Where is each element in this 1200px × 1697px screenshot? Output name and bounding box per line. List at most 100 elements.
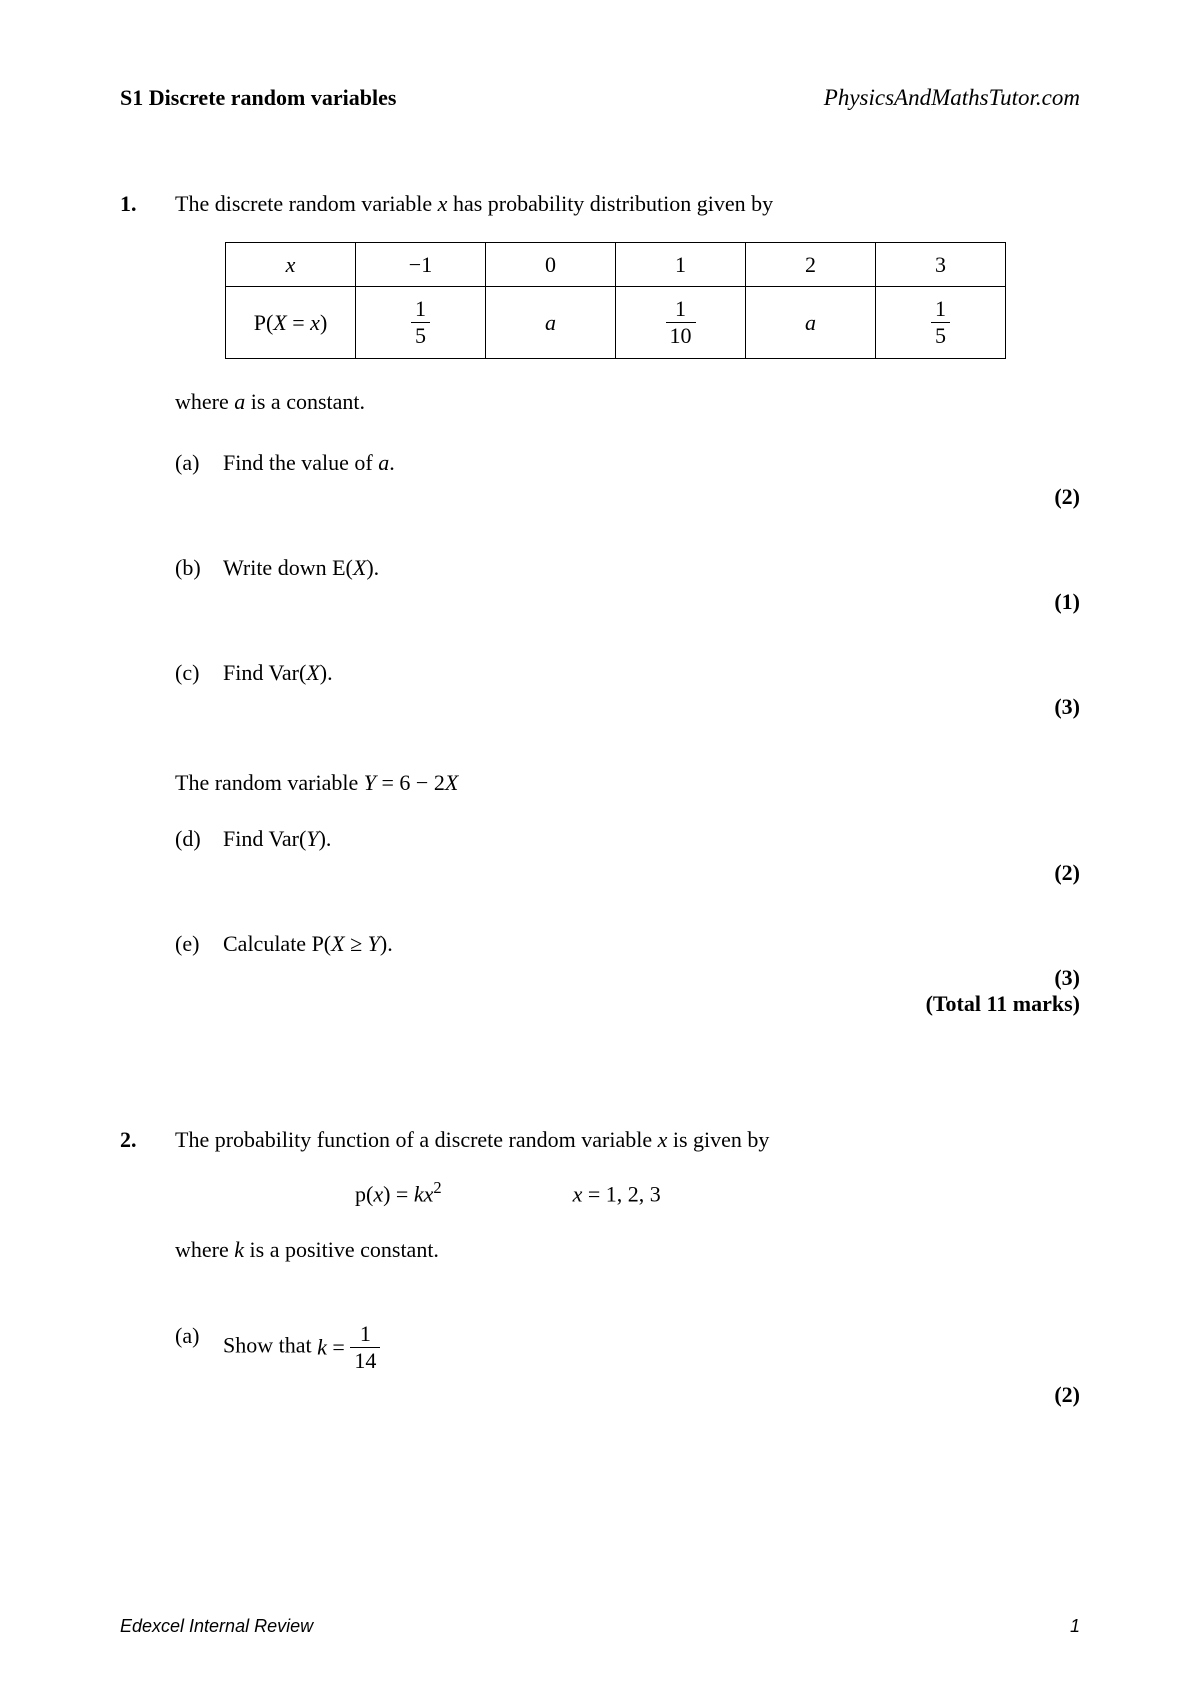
t: ). [319,826,332,851]
part-label: (a) [175,450,223,476]
t: X [306,660,319,685]
t: Calculate P( [223,931,331,956]
part-text: Find Var(X). [223,660,1080,686]
header-left: S1 Discrete random variables [120,85,396,111]
lbl: X [273,310,286,335]
footer-left: Edexcel Internal Review [120,1616,313,1637]
q1-part-b: (b) Write down E(X). [175,555,1080,581]
part-text: Show that k = 114 [223,1323,1080,1372]
page-header: S1 Discrete random variables PhysicsAndM… [120,85,1080,111]
q1-part-e: (e) Calculate P(X ≥ Y). [175,931,1080,957]
frac-den: 10 [666,323,696,347]
q1-part-d: (d) Find Var(Y). [175,826,1080,852]
q1-intro-post: has probability distribution given by [447,191,773,216]
t: Y [368,931,380,956]
t: where [175,1237,234,1262]
q2-part-a: (a) Show that k = 114 [175,1323,1080,1372]
table-cell: 15 [876,287,1006,359]
table-cell: 1 [616,243,746,287]
t: 2 [433,1178,441,1197]
table-cell: x [226,243,356,287]
t: ≥ [345,931,368,956]
t: = [327,1335,350,1360]
part-label: (d) [175,826,223,852]
frac-den: 5 [411,323,430,347]
spacer [120,1037,1080,1127]
t: k [317,1335,327,1360]
t: x [373,1181,383,1206]
part-text: Write down E(X). [223,555,1080,581]
table-cell: 3 [876,243,1006,287]
q2-body: The probability function of a discrete r… [175,1127,1080,1453]
q1b-marks: (1) [175,589,1080,615]
t: Write down E( [223,555,353,580]
q1-total: (Total 11 marks) [175,991,1080,1017]
cell-label: x [286,252,296,277]
fraction: 15 [931,298,950,347]
q1-intro-pre: The discrete random variable [175,191,438,216]
part-label: (c) [175,660,223,686]
lbl: ) [320,310,327,335]
t: ). [320,660,333,685]
q2-number: 2. [120,1127,175,1453]
t: Find Var( [223,660,306,685]
t: k [414,1181,424,1206]
q1c-marks: (3) [175,694,1080,720]
t: x [424,1181,434,1206]
table-cell: 15 [356,287,486,359]
q1d-marks: (2) [175,860,1080,886]
part-label: (a) [175,1323,223,1372]
q1-number: 1. [120,191,175,1017]
cell-val: a [805,310,816,335]
part-label: (b) [175,555,223,581]
note-post: is a constant. [245,389,365,414]
t: ). [380,931,393,956]
q1-subnote: The random variable Y = 6 − 2X [175,770,1080,796]
q2-intro: The probability function of a discrete r… [175,1127,1080,1153]
t: Find the value of [223,450,378,475]
lbl: = [287,310,310,335]
fraction: 110 [666,298,696,347]
frac-num: 1 [931,298,950,323]
table-cell: a [746,287,876,359]
q1-body: The discrete random variable x has proba… [175,191,1080,1017]
fraction: 15 [411,298,430,347]
t: The random variable [175,770,364,795]
q1-part-a: (a) Find the value of a. [175,450,1080,476]
t: Y [306,826,318,851]
q1-note: where a is a constant. [175,389,1080,415]
t: . [389,450,395,475]
distribution-table: x −1 0 1 2 3 P(X = x) 15 a 110 a [225,242,1006,359]
t: is a positive constant. [244,1237,439,1262]
frac-num: 1 [411,298,430,323]
lbl: x [310,310,320,335]
table-cell: 110 [616,287,746,359]
question-2: 2. The probability function of a discret… [120,1127,1080,1453]
q2-note: where k is a positive constant. [175,1237,1080,1263]
t: X [353,555,366,580]
t: X [331,931,344,956]
t: Show that [223,1333,317,1358]
t: = 6 − 2 [376,770,445,795]
cell-val: a [545,310,556,335]
fraction: 114 [350,1323,380,1372]
header-right: PhysicsAndMathsTutor.com [824,85,1080,111]
table-cell: P(X = x) [226,287,356,359]
table-row: P(X = x) 15 a 110 a 15 [226,287,1006,359]
table-cell: 0 [486,243,616,287]
frac-num: 1 [350,1323,380,1348]
t: a [378,450,389,475]
lbl: P( [254,310,274,335]
t: X [445,770,458,795]
note-var: a [234,389,245,414]
question-1: 1. The discrete random variable x has pr… [120,191,1080,1017]
q1-intro: The discrete random variable x has proba… [175,191,1080,217]
t: k [234,1237,244,1262]
frac-num: 1 [666,298,696,323]
t: The probability function of a discrete r… [175,1127,658,1152]
q1-intro-var: x [438,191,448,216]
frac-den: 14 [350,1348,380,1372]
t: p( [355,1181,373,1206]
t: x [573,1181,583,1206]
table-cell: a [486,287,616,359]
